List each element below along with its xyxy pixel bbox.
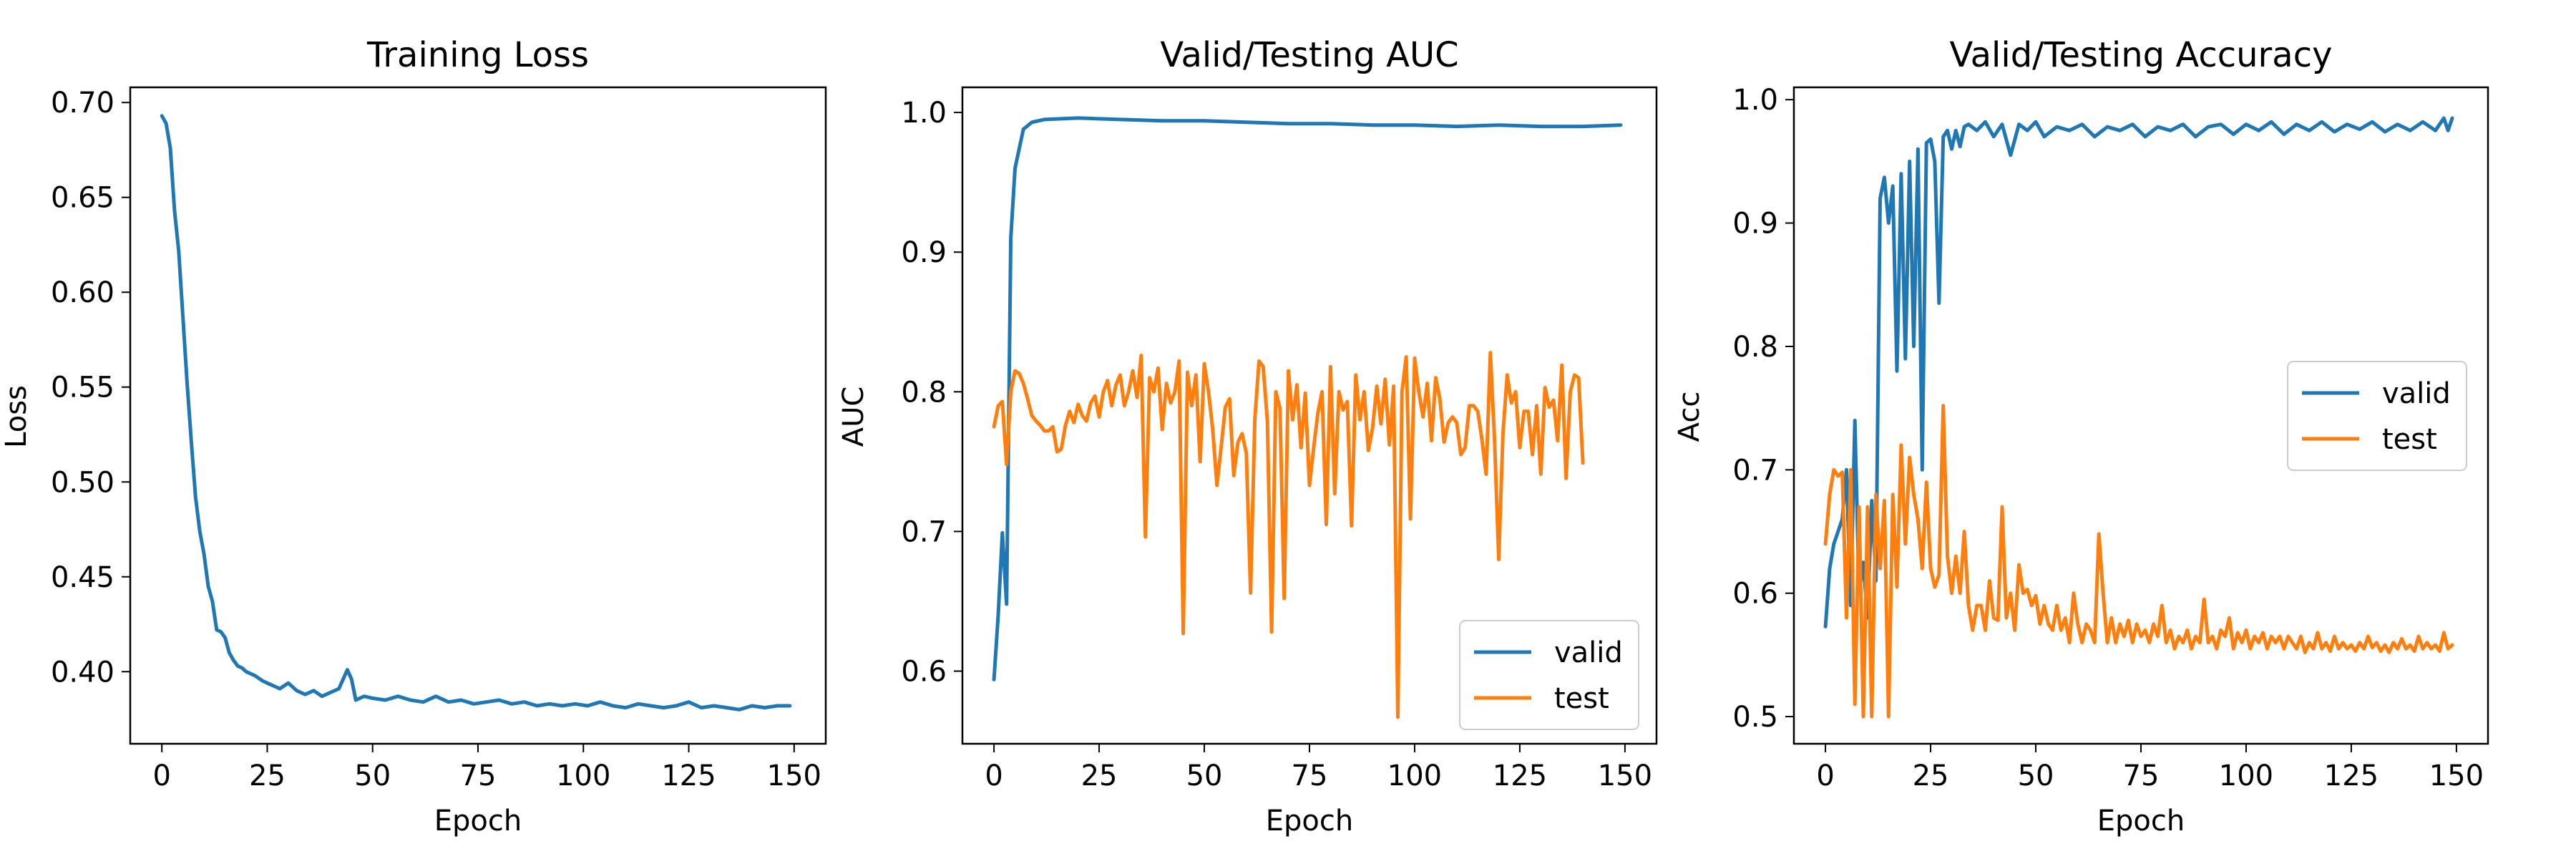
legend: valid test xyxy=(1459,620,1639,730)
y-tick-label: 0.8 xyxy=(901,376,947,409)
y-tick-label: 0.55 xyxy=(51,372,114,404)
series-line-test xyxy=(992,351,1585,719)
x-tick-label: 100 xyxy=(556,759,610,792)
x-tick-label: 125 xyxy=(2324,759,2379,792)
y-tick-label: 0.8 xyxy=(1732,331,1778,364)
accuracy-panel: Valid/Testing Accuracy Epoch Acc 0 25 50 75… xyxy=(1673,35,2489,838)
x-axis-label: Epoch xyxy=(434,805,522,838)
y-tick-label: 0.9 xyxy=(901,236,947,269)
x-tick-label: 50 xyxy=(2018,759,2054,792)
y-tick-label: 0.45 xyxy=(51,561,114,594)
x-tick-label: 150 xyxy=(1598,759,1652,792)
x-tick-label: 100 xyxy=(2219,759,2273,792)
series-line-valid xyxy=(1823,116,2454,629)
y-tick-label: 0.9 xyxy=(1732,208,1778,241)
x-tick-label: 50 xyxy=(1186,759,1223,792)
x-tick-label: 125 xyxy=(661,759,716,792)
x-tick-label: 25 xyxy=(1913,759,1949,792)
y-tick-label: 0.40 xyxy=(51,656,114,689)
legend-box xyxy=(1459,620,1639,730)
x-tick-label: 25 xyxy=(1081,759,1118,792)
x-tick-label: 50 xyxy=(354,759,391,792)
y-tick-label: 1.0 xyxy=(1732,84,1778,117)
y-tick-label: 0.6 xyxy=(901,656,947,689)
y-tick-label: 0.50 xyxy=(51,466,114,499)
auc-panel: Valid/Testing AUC Epoch AUC 0 25 50 75 100 12… xyxy=(837,35,1658,838)
x-tick-label: 100 xyxy=(1387,759,1442,792)
legend-box xyxy=(2287,361,2467,471)
y-tick-label: 0.65 xyxy=(51,182,114,215)
panel-title: Training Loss xyxy=(366,35,589,75)
y-tick-label: 0.6 xyxy=(1732,578,1778,611)
series-line-loss xyxy=(160,114,792,712)
x-tick-label: 150 xyxy=(2429,759,2484,792)
legend-label-valid: valid xyxy=(1554,636,1623,669)
x-tick-label: 25 xyxy=(249,759,286,792)
y-tick-label: 0.7 xyxy=(1732,454,1778,487)
x-tick-label: 0 xyxy=(152,759,170,792)
x-tick-label: 75 xyxy=(460,759,497,792)
x-tick-label: 0 xyxy=(1816,759,1834,792)
x-tick-label: 75 xyxy=(1292,759,1328,792)
legend-label-valid: valid xyxy=(2382,377,2451,410)
y-tick-label: 0.70 xyxy=(51,87,114,120)
panel-title: Valid/Testing Accuracy xyxy=(1950,35,2333,75)
series-line-valid xyxy=(992,116,1623,681)
legend: valid test xyxy=(2287,361,2467,471)
series-line-test xyxy=(1823,404,2454,719)
x-tick-label: 75 xyxy=(2123,759,2160,792)
x-tick-label: 150 xyxy=(767,759,821,792)
y-tick-label: 0.60 xyxy=(51,276,114,309)
legend-label-test: test xyxy=(1554,682,1609,715)
y-axis-label: Acc xyxy=(1673,392,1706,442)
x-axis-label: Epoch xyxy=(1266,805,1353,838)
y-tick-label: 0.5 xyxy=(1732,701,1778,734)
legend-label-test: test xyxy=(2382,423,2437,456)
axes-frame xyxy=(129,86,827,745)
axes-frame xyxy=(1792,86,2489,745)
y-axis-label: AUC xyxy=(837,387,870,447)
x-tick-label: 125 xyxy=(1493,759,1547,792)
y-axis-label: Loss xyxy=(0,385,33,448)
axes-frame xyxy=(961,86,1658,745)
y-tick-label: 1.0 xyxy=(901,97,947,130)
x-axis-label: Epoch xyxy=(2097,805,2185,838)
training-loss-panel: Training Loss Epoch Loss 0 25 50 75 100 125 15… xyxy=(0,35,827,838)
y-tick-label: 0.7 xyxy=(901,515,947,548)
panel-title: Valid/Testing AUC xyxy=(1160,35,1458,75)
x-tick-label: 0 xyxy=(985,759,1002,792)
